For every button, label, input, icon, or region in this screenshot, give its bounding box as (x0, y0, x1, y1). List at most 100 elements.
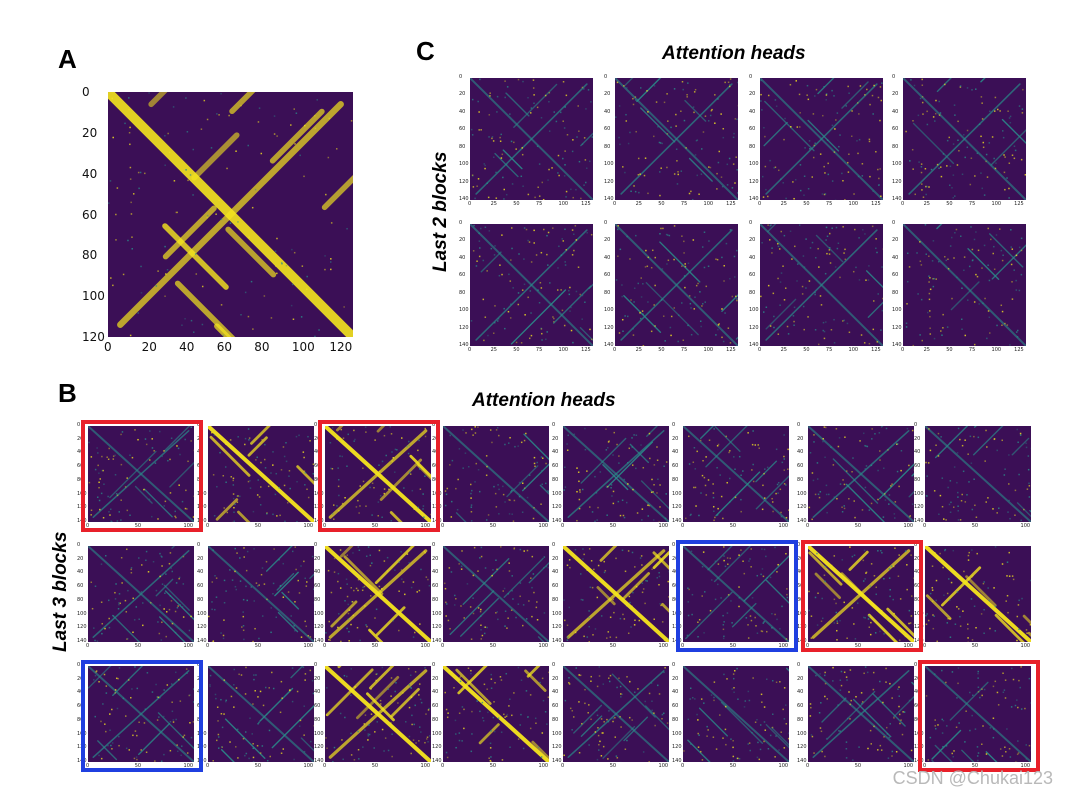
panel-c-xtick: 50 (946, 201, 953, 207)
panel-b-head-map (443, 666, 549, 762)
panel-a-ytick: 120 (82, 330, 105, 344)
panel-b-ytick: 0 (552, 422, 556, 428)
panel-c-ytick: 120 (459, 178, 469, 185)
panel-b-ytick: 40 (552, 569, 559, 576)
panel-c-letter: C (416, 36, 435, 66)
panel-b-head-map (808, 426, 914, 522)
panel-b-xtick: 100 (538, 643, 549, 649)
panel-b-xtick: 50 (971, 763, 979, 769)
panel-b-ytick: 80 (314, 716, 321, 723)
panel-b-ytick: 40 (432, 569, 439, 576)
panel-c-ytick: 100 (459, 161, 469, 168)
panel-b-xtick: 50 (854, 643, 862, 649)
panel-c-ytick: 0 (604, 74, 608, 80)
panel-c-ytick: 60 (892, 126, 899, 133)
panel-c-xtick: 100 (703, 347, 714, 353)
panel-c-ytick: 20 (604, 91, 611, 98)
panel-b-head-map (683, 666, 789, 762)
panel-b-ytick: 60 (797, 463, 804, 470)
panel-b-ytick: 140 (797, 518, 807, 524)
panel-b-head-map (563, 426, 669, 522)
panel-b-xtick: 100 (903, 643, 914, 649)
panel-c-xtick: 100 (991, 347, 1002, 353)
panel-c-ytick: 120 (604, 178, 614, 185)
panel-b-ytick: 0 (552, 542, 556, 548)
panel-b-ytick: 100 (797, 490, 807, 497)
panel-b-xtick: 100 (1020, 643, 1031, 649)
panel-c-ytick: 80 (892, 143, 899, 150)
panel-b-ytick: 20 (432, 435, 439, 442)
panel-b-ytick: 0 (914, 542, 918, 548)
panel-c-xtick: 0 (901, 347, 905, 353)
panel-b-ytick: 140 (314, 638, 324, 644)
panel-b-ytick: 140 (432, 758, 442, 764)
panel-c-xtick: 125 (1014, 201, 1024, 207)
panel-b-ytick: 80 (552, 476, 559, 483)
panel-c-head-map (903, 78, 1026, 200)
panel-b-ytick: 100 (552, 610, 562, 617)
panel-b-xtick: 50 (854, 763, 862, 769)
panel-c-xtick: 25 (780, 201, 787, 207)
panel-c-xtick: 0 (613, 201, 617, 207)
panel-b-ytick: 20 (432, 675, 439, 682)
panel-b-ytick: 80 (914, 596, 921, 603)
panel-b-ytick: 20 (914, 675, 921, 682)
panel-b-ytick: 40 (914, 449, 921, 456)
panel-c-ytick: 60 (749, 272, 756, 279)
panel-b-ytick: 60 (314, 583, 321, 590)
panel-b-highlight-box (801, 540, 923, 652)
panel-a-ytick: 60 (82, 207, 98, 222)
panel-b-highlight-box (81, 420, 203, 532)
panel-b-ytick: 60 (432, 703, 439, 710)
panel-c-ytick: 80 (749, 289, 756, 296)
panel-c-ytick: 80 (749, 143, 756, 150)
panel-b-ytick: 60 (672, 583, 679, 590)
panel-b-ytick: 140 (797, 758, 807, 764)
panel-c-ytick: 20 (749, 91, 756, 98)
panel-c-xtick: 100 (558, 347, 569, 353)
panel-b-highlight-box (676, 540, 798, 652)
panel-c-xtick: 75 (825, 347, 833, 353)
panel-b-ytick: 0 (197, 542, 201, 548)
panel-c-ytick: 80 (459, 143, 466, 150)
panel-b-xtick: 100 (1020, 763, 1031, 769)
panel-b-ytick: 80 (797, 596, 804, 603)
panel-b-xtick: 0 (441, 763, 445, 769)
panel-b-ytick: 0 (672, 662, 676, 668)
panel-b-head-map (563, 546, 669, 642)
panel-b-xtick: 0 (323, 643, 327, 649)
panel-b-xtick: 100 (420, 763, 431, 769)
panel-b-ytick: 0 (797, 542, 801, 548)
panel-c-ytick: 140 (604, 342, 614, 348)
panel-b-head-map (925, 546, 1031, 642)
panel-b-ytick: 60 (197, 583, 204, 590)
panel-b-xtick: 100 (778, 643, 789, 649)
panel-b-xtick: 100 (658, 763, 669, 769)
panel-b-ytick: 120 (314, 624, 324, 631)
panel-a-contact-map (108, 92, 353, 337)
panel-b-ytick: 100 (672, 490, 682, 497)
panel-c-head-map (903, 224, 1026, 346)
panel-b-ytick: 20 (314, 555, 321, 562)
panel-a-xtick: 0 (104, 340, 112, 354)
panel-b-ytick: 40 (914, 689, 921, 696)
panel-b-ytick: 80 (314, 476, 321, 483)
panel-b-ytick: 0 (314, 422, 318, 428)
panel-b-xtick: 100 (303, 643, 314, 649)
panel-c-ytick: 40 (604, 254, 611, 261)
panel-b-ytick: 100 (314, 730, 324, 737)
panel-c-ytick: 120 (459, 324, 469, 331)
panel-b-xtick: 50 (489, 523, 497, 529)
panel-b-ytick: 20 (77, 675, 84, 682)
panel-b-ytick: 0 (914, 662, 918, 668)
panel-b-ytick: 40 (314, 689, 321, 696)
panel-c-xtick: 125 (581, 201, 591, 207)
panel-c-ytick: 120 (749, 324, 759, 331)
panel-b-ytick: 140 (432, 638, 442, 644)
panel-b-ytick: 80 (432, 716, 439, 723)
panel-b-ytick: 20 (552, 675, 559, 682)
panel-b-ytick: 80 (432, 476, 439, 483)
panel-b-ytick: 100 (914, 610, 924, 617)
panel-b-xtick: 100 (903, 763, 914, 769)
panel-b-head-map (683, 546, 789, 642)
